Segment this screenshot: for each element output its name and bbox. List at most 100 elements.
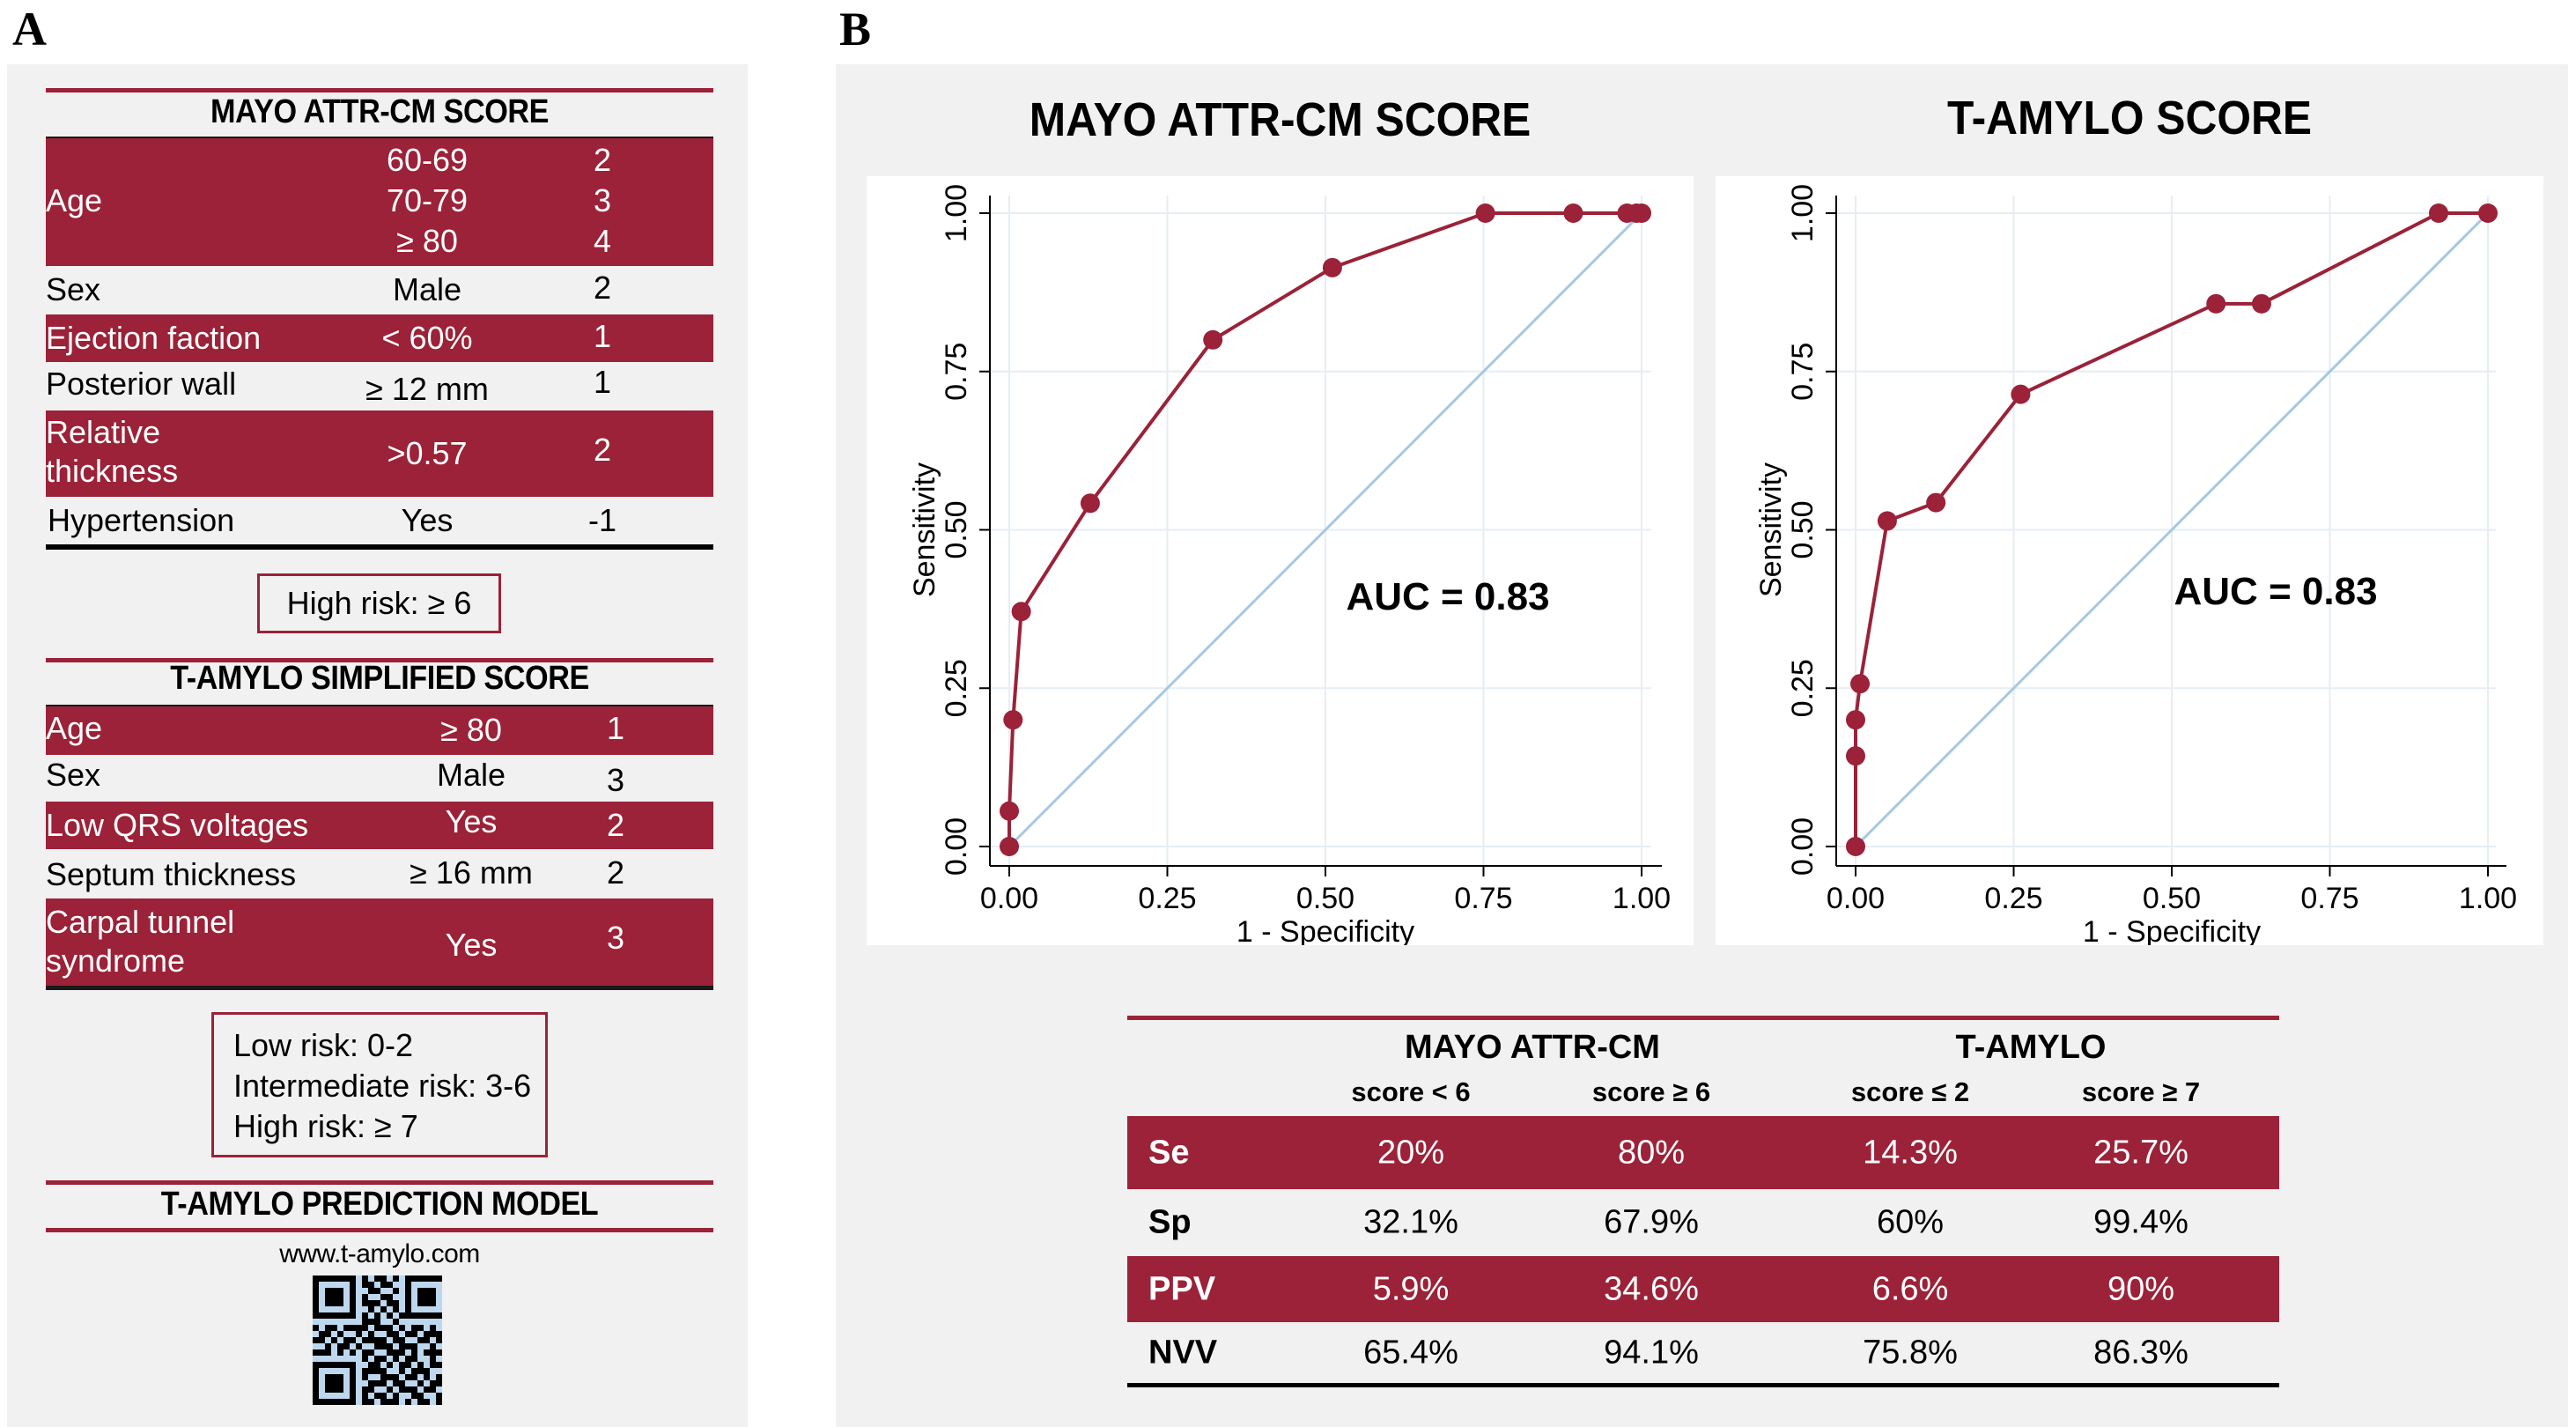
qr-module (417, 1288, 424, 1294)
qr-module (331, 1386, 337, 1393)
qr-module (405, 1306, 411, 1312)
roc-point (1563, 203, 1583, 223)
mayo-row-posterior-wall: Posterior wall ≥ 12 mm 1 (46, 362, 713, 410)
qr-module (436, 1337, 442, 1343)
x-tick-label: 0.75 (1454, 882, 1512, 915)
x-tick-label: 0.00 (1827, 882, 1885, 915)
qr-module (374, 1275, 380, 1282)
qr-module (430, 1343, 436, 1349)
qr-module (405, 1399, 411, 1405)
qr-module (313, 1362, 319, 1368)
qr-module (387, 1349, 393, 1356)
tamylo-risk-box: Low risk: 0-2 Intermediate risk: 3-6 Hig… (211, 1012, 548, 1157)
mayo-row-relative-thickness: Relative thickness >0.57 2 (46, 410, 713, 497)
perf-row-sp: Sp 32.1% 67.9% 60% 99.4% (1127, 1189, 2279, 1256)
column-header: score < 6 (1351, 1076, 1471, 1107)
tamylo-row-carpal-tunnel: Carpal tunnel syndrome Yes 3 (46, 898, 713, 987)
qr-module (313, 1349, 319, 1356)
qr-module (374, 1319, 380, 1325)
qr-module (313, 1325, 319, 1331)
qr-module (350, 1275, 356, 1282)
row-points: 3 (606, 762, 625, 798)
row-label: Age (46, 710, 103, 746)
qr-module (331, 1380, 337, 1386)
qr-module (350, 1312, 356, 1319)
qr-module (337, 1349, 343, 1356)
qr-module (362, 1312, 368, 1319)
qr-module (436, 1374, 442, 1380)
qr-module (411, 1368, 417, 1374)
perf-row-nvv: NVV 65.4% 94.1% 75.8% 86.3% (1127, 1322, 2279, 1383)
qr-module (393, 1331, 399, 1337)
qr-module (313, 1368, 319, 1374)
qr-module (319, 1275, 325, 1282)
y-axis-label: Sensitivity (908, 462, 941, 597)
qr-module (411, 1331, 417, 1337)
model-url[interactable]: www.t-amylo.com (279, 1239, 480, 1268)
qr-module (374, 1343, 380, 1349)
qr-module (405, 1374, 411, 1380)
qr-module (430, 1275, 436, 1282)
qr-module (331, 1275, 337, 1282)
row-points: 1 (593, 318, 612, 354)
qr-module (337, 1294, 343, 1300)
qr-module (374, 1337, 380, 1343)
qr-module (417, 1368, 424, 1374)
qr-module (356, 1325, 362, 1331)
qr-module (424, 1349, 430, 1356)
qr-module (319, 1399, 325, 1405)
qr-module (331, 1294, 337, 1300)
roc-point (1000, 837, 1019, 856)
qr-module (325, 1294, 331, 1300)
mayo-table-title: MAYO ATTR-CM SCORE (210, 93, 549, 130)
qr-module (417, 1399, 424, 1405)
qr-module (411, 1275, 417, 1282)
roc-point (2011, 384, 2031, 404)
qr-module (430, 1380, 436, 1386)
qr-module (356, 1343, 362, 1349)
qr-module (424, 1374, 430, 1380)
qr-module (337, 1312, 343, 1319)
qr-module (337, 1386, 343, 1393)
age-range: ≥ 80 (396, 223, 458, 259)
qr-module (411, 1386, 417, 1393)
row-label-line2: thickness (46, 453, 179, 489)
qr-module (411, 1393, 417, 1399)
qr-module (405, 1331, 411, 1337)
qr-module (368, 1368, 374, 1374)
qr-module (313, 1294, 319, 1300)
qr-module (405, 1356, 411, 1362)
y-tick-label: 0.25 (1786, 659, 1819, 717)
qr-module (368, 1380, 374, 1386)
y-tick-label: 0.50 (940, 500, 973, 558)
y-axis-label: Sensitivity (1754, 462, 1788, 597)
y-tick-label: 0.50 (1786, 500, 1819, 558)
qr-module (343, 1312, 350, 1319)
qr-module (436, 1362, 442, 1368)
qr-module (405, 1343, 411, 1349)
qr-module (430, 1349, 436, 1356)
qr-module (313, 1275, 319, 1282)
qr-module (424, 1275, 430, 1282)
qr-module (411, 1343, 417, 1349)
qr-module (331, 1374, 337, 1380)
y-tick-label: 0.25 (940, 659, 973, 717)
qr-code-icon[interactable] (313, 1275, 442, 1405)
table-cell: 90% (2107, 1270, 2175, 1307)
qr-module (362, 1300, 368, 1306)
table-cell: 75.8% (1863, 1334, 1958, 1371)
y-tick-label: 0.75 (1786, 343, 1819, 401)
row-label: Hypertension (48, 502, 235, 538)
qr-module (374, 1356, 380, 1362)
roc-point (1846, 837, 1865, 856)
auc-annotation: AUC = 0.83 (2174, 570, 2377, 613)
qr-module (362, 1294, 368, 1300)
table-cell: 67.9% (1604, 1203, 1699, 1241)
qr-module (424, 1288, 430, 1294)
qr-module (424, 1368, 430, 1374)
roc-point (1322, 257, 1342, 277)
qr-module (374, 1393, 380, 1399)
x-tick-label: 0.25 (1984, 882, 2042, 915)
qr-module (387, 1325, 393, 1331)
qr-module (350, 1393, 356, 1399)
